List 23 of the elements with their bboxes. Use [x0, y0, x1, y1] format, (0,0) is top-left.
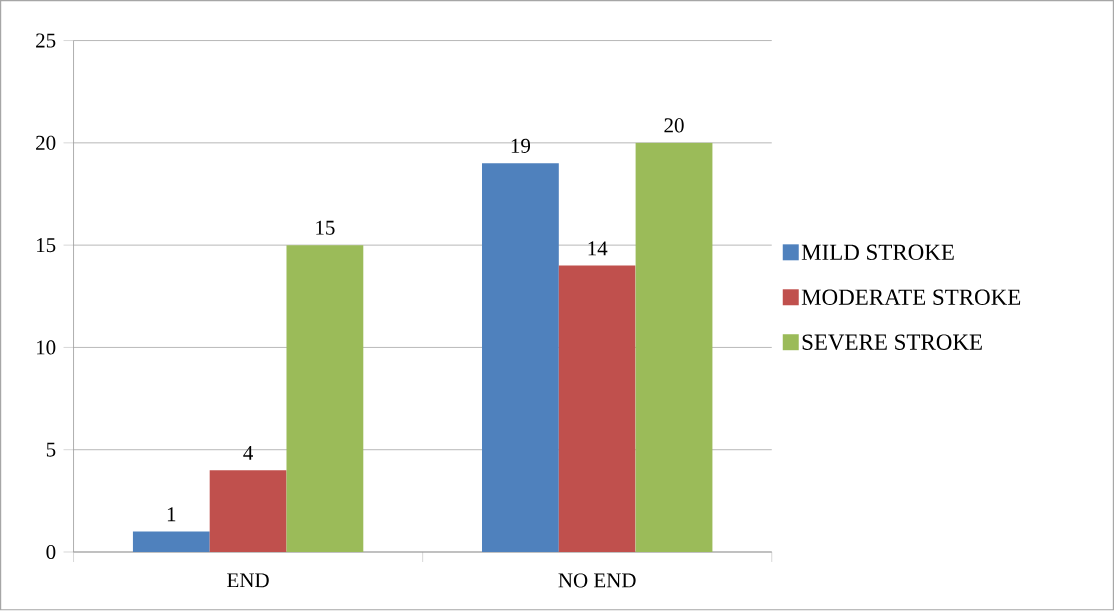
y-tick-label: 0: [46, 545, 56, 560]
bar: [132, 531, 210, 553]
x-tick-label: END: [227, 573, 269, 588]
bar: [286, 245, 364, 553]
bar: [209, 470, 287, 553]
data-label: 20: [664, 118, 684, 133]
y-tick-label: 25: [36, 33, 56, 48]
y-tick-label: 10: [37, 340, 56, 355]
x-tick-label: NO END: [558, 573, 636, 588]
y-tick-label: 15: [37, 238, 56, 253]
y-tick-label: 5: [46, 442, 56, 457]
bar: [482, 163, 559, 553]
data-label: 14: [588, 241, 608, 256]
data-label: 19: [511, 139, 531, 154]
bar: [558, 265, 636, 553]
legend-label: SEVERE STROKE: [802, 334, 982, 351]
data-label: 15: [316, 220, 335, 235]
legend-label: MODERATE STROKE: [801, 289, 1021, 306]
data-label: 1: [167, 507, 176, 522]
data-label: 4: [243, 446, 253, 461]
bar: [635, 143, 713, 553]
y-tick-label: 20: [36, 136, 56, 151]
legend-label: MILD STROKE: [801, 244, 954, 261]
